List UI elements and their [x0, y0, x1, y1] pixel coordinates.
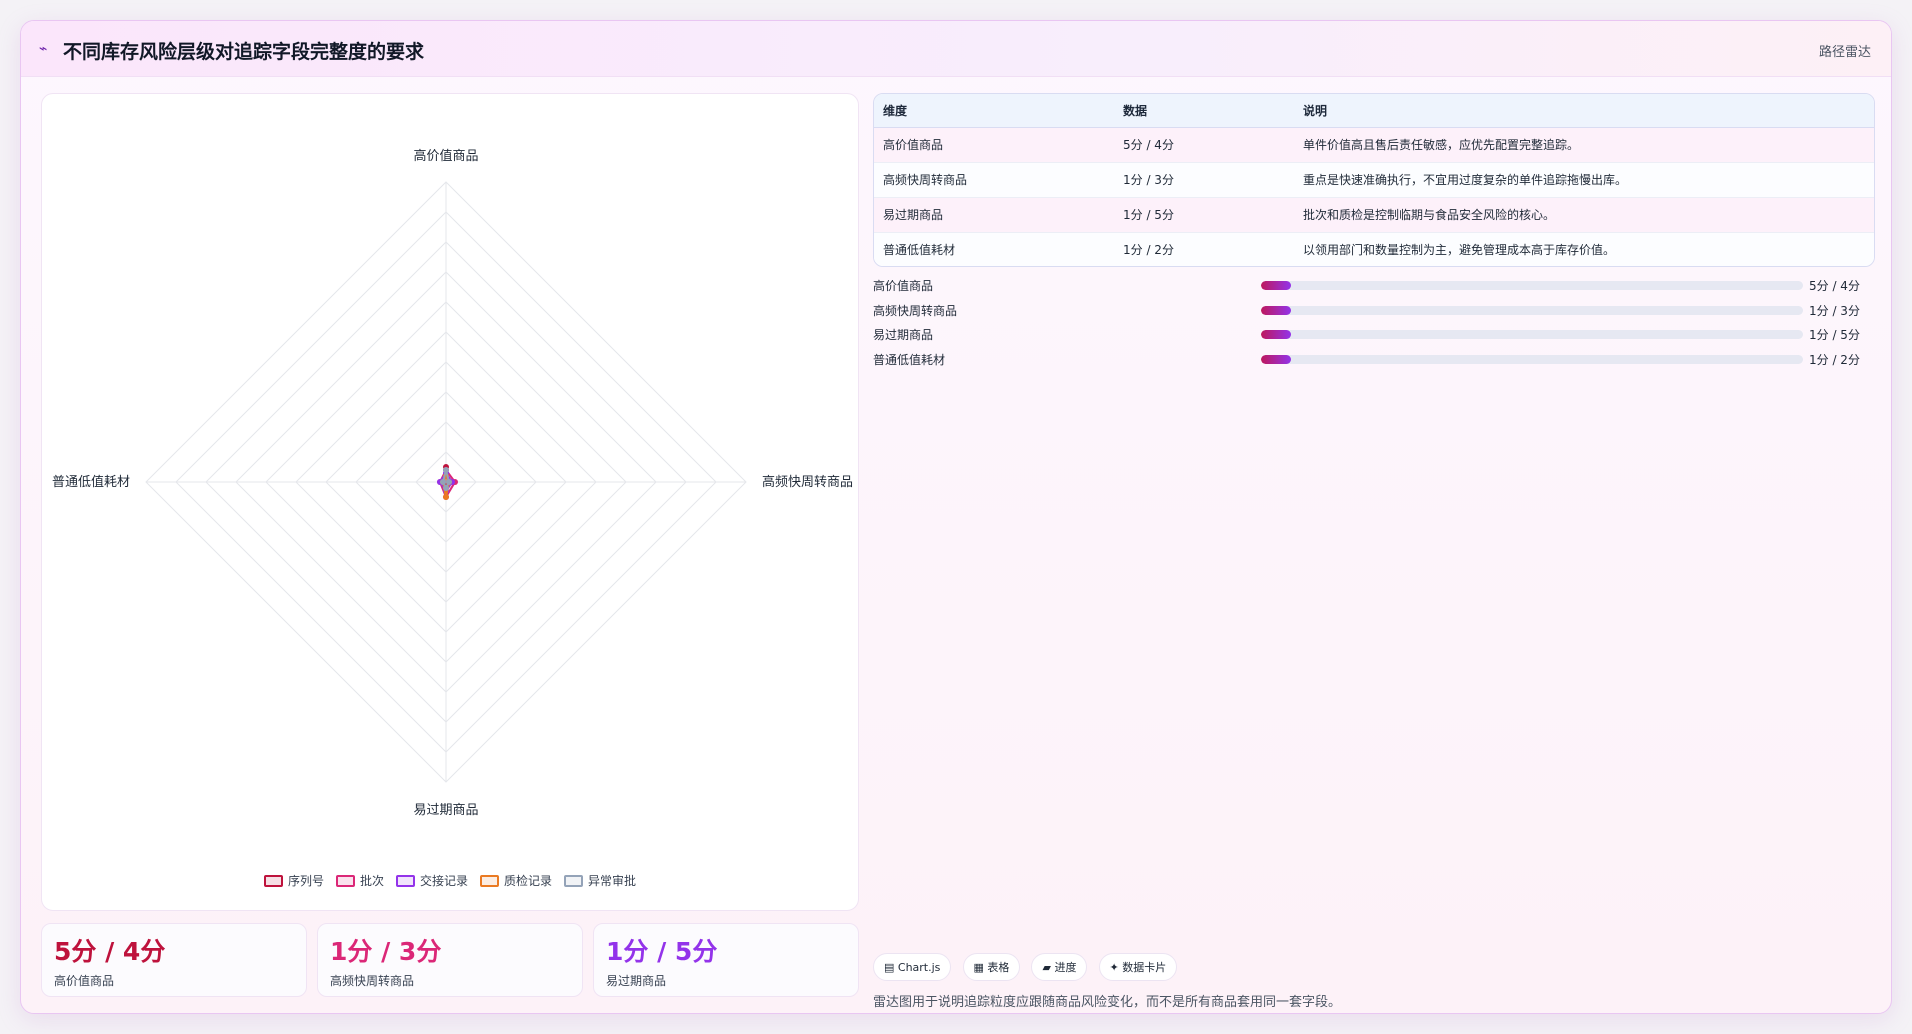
route-icon: ⌁ — [39, 41, 48, 57]
table-cell: 5分 / 4分 — [1114, 127, 1294, 163]
table-cell: 高价值商品 — [874, 127, 1114, 163]
legend-item[interactable]: 异常审批 — [564, 872, 636, 889]
radar-point — [443, 485, 449, 491]
column-header: 数据 — [1114, 94, 1294, 128]
progress-label: 高频快周转商品 — [873, 303, 958, 318]
progress-row: 普通低值耗材 1分 / 2分 — [873, 351, 1875, 376]
progress-fill — [1261, 330, 1291, 339]
legend-swatch — [480, 875, 499, 887]
column-header: 说明 — [1294, 94, 1874, 128]
table-cell: 1分 / 2分 — [1123, 243, 1174, 258]
table-row: 高频快周转商品 1分 / 3分 重点是快速准确执行，不宜用过度复杂的单件追踪拖慢… — [874, 162, 1874, 198]
data-table: 维度 数据 说明 高价值商品 5分 / 4分 单件价值高且售后责任敏感，应优先配… — [873, 93, 1875, 267]
chart-type-label: 路径雷达 — [1818, 45, 1871, 60]
table-cell: 批次和质检是控制临期与食品安全风险的核心。 — [1294, 197, 1874, 233]
stat-card-fast-moving: 1分 / 3分 高频快周转商品 — [317, 923, 583, 997]
legend-swatch — [335, 875, 355, 887]
legend-label: 批次 — [359, 874, 384, 888]
progress-track — [1261, 330, 1803, 339]
progress-row: 高频快周转商品 1分 / 3分 — [873, 302, 1875, 327]
stat-value: 1分 / 5分 — [606, 937, 718, 966]
page-title: 不同库存风险层级对追踪字段完整度的要求 — [63, 41, 425, 63]
progress-fill — [1261, 305, 1291, 315]
radar-point — [443, 467, 449, 473]
radar-axis-label: 高频快周转商品 — [762, 474, 853, 490]
chart-legend: 序列号 批次 交接记录 质检记录 异常审批 — [42, 872, 858, 889]
table-cell: 1分 / 5分 — [1114, 197, 1294, 233]
progress-value: 5分 / 4分 — [1809, 279, 1860, 293]
stat-label: 易过期商品 — [606, 974, 667, 988]
table-row: 普通低值耗材 1分 / 2分 以领用部门和数量控制为主，避免管理成本高于库存价值… — [874, 232, 1874, 266]
stat-value: 5分 / 4分 — [54, 937, 166, 966]
feature-chips: ▤ Chart.js ▦ 表格 ▰ 进度 ✦ 数据卡片 — [873, 953, 1183, 981]
footnote: 雷达图用于说明追踪粒度应跟随商品风险变化，而不是所有商品套用同一套字段。 — [873, 995, 1342, 1010]
progress-fill — [1261, 281, 1291, 290]
progress-value: 1分 / 2分 — [1809, 352, 1860, 367]
radar-point — [446, 479, 452, 485]
legend-swatch — [263, 875, 283, 887]
table-cell: 单件价值高且售后责任敏感，应优先配置完整追踪。 — [1294, 127, 1874, 163]
card-header: ⌁ 不同库存风险层级对追踪字段完整度的要求 路径雷达 — [21, 21, 1891, 77]
radar-axis-label: 普通低值耗材 — [52, 474, 130, 490]
progress-fill — [1261, 354, 1291, 364]
legend-label: 交接记录 — [419, 874, 468, 888]
progress-label: 普通低值耗材 — [873, 352, 946, 367]
radar-axis-label: 高价值商品 — [413, 148, 478, 164]
table-row: 易过期商品 1分 / 5分 批次和质检是控制临期与食品安全风险的核心。 — [874, 197, 1874, 233]
progress-track — [1261, 281, 1803, 290]
table-cell: 重点是快速准确执行，不宜用过度复杂的单件追踪拖慢出库。 — [1294, 162, 1874, 198]
table-header-row: 维度 数据 说明 — [874, 94, 1874, 128]
progress-value: 1分 / 3分 — [1809, 303, 1860, 318]
stat-card-perishable: 1分 / 5分 易过期商品 — [593, 923, 859, 997]
progress-row: 高价值商品 5分 / 4分 — [873, 277, 1875, 302]
chip-chartjs[interactable]: ▤ Chart.js — [873, 953, 952, 981]
column-header: 维度 — [874, 94, 1114, 128]
progress-row: 易过期商品 1分 / 5分 — [873, 326, 1875, 351]
progress-label: 易过期商品 — [873, 328, 934, 342]
legend-swatch — [564, 875, 584, 887]
table-row: 高价值商品 5分 / 4分 单件价值高且售后责任敏感，应优先配置完整追踪。 — [874, 127, 1874, 163]
progress-value: 1分 / 5分 — [1809, 328, 1860, 342]
legend-label: 序列号 — [287, 874, 324, 888]
progress-track — [1261, 305, 1803, 315]
dashboard-card: ⌁ 不同库存风险层级对追踪字段完整度的要求 路径雷达 高价值商品 高频快周转商品易… — [20, 20, 1892, 1014]
radar-chart-panel: 高价值商品高频快周转商品易过期商品 普通低值耗材 序列号 批次 交接记录 质检记录 异常审… — [41, 93, 859, 911]
legend-label: 质检记录 — [504, 874, 553, 888]
chip-progress[interactable]: ▰ 进度 — [1031, 953, 1088, 981]
stat-value: 1分 / 3分 — [330, 937, 442, 966]
table-cell: 易过期商品 — [874, 197, 1114, 233]
table-cell: 普通低值耗材 — [883, 243, 956, 258]
radar-point — [443, 494, 449, 500]
stat-card-high-value: 5分 / 4分 高价值商品 — [41, 923, 307, 997]
stat-label: 高频快周转商品 — [330, 974, 415, 988]
progress-track — [1261, 354, 1803, 364]
chip-data-cards[interactable]: ✦ 数据卡片 — [1098, 953, 1178, 981]
table-cell: 以领用部门和数量控制为主，避免管理成本高于库存价值。 — [1303, 243, 1616, 258]
progress-label: 高价值商品 — [873, 279, 934, 293]
table-cell: 1分 / 3分 — [1114, 162, 1294, 198]
table-cell: 高频快周转商品 — [874, 162, 1114, 198]
legend-item[interactable]: 序列号 — [263, 872, 324, 889]
progress-list: 高价值商品 5分 / 4分高频快周转商品 1分 / 3分易过期商品 1分 / 5分普通… — [873, 277, 1875, 375]
legend-swatch — [395, 875, 415, 887]
legend-item[interactable]: 批次 — [335, 872, 384, 889]
legend-item[interactable]: 交接记录 — [395, 872, 468, 889]
chip-table[interactable]: ▦ 表格 — [962, 953, 1021, 981]
stat-label: 高价值商品 — [54, 974, 115, 988]
radar-axis-label: 易过期商品 — [413, 803, 478, 818]
legend-item[interactable]: 质检记录 — [480, 872, 552, 889]
radar-point — [440, 479, 446, 485]
legend-label: 异常审批 — [588, 874, 637, 888]
